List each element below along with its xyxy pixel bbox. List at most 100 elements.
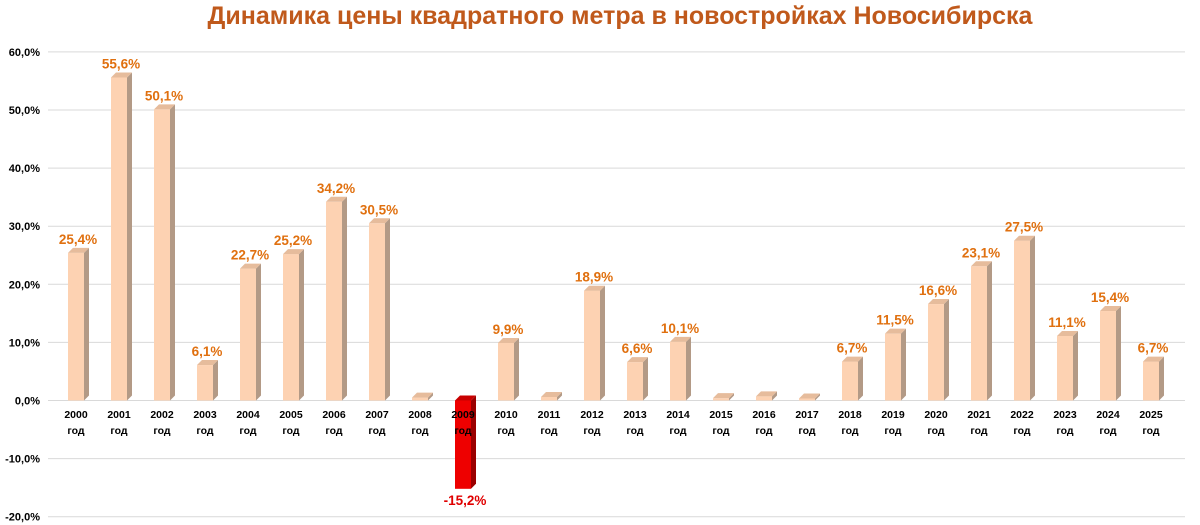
bar-front: [111, 77, 127, 401]
bar-top: [68, 247, 89, 253]
x-tick-year: 2000: [64, 409, 88, 421]
data-label: 30,5%: [360, 202, 398, 217]
bar-top: [1057, 331, 1078, 337]
bars: [68, 72, 1164, 489]
x-tick-suffix: год: [927, 425, 945, 437]
x-tick-suffix: год: [325, 425, 343, 437]
bar-side: [686, 336, 691, 401]
bar-top: [928, 299, 949, 305]
y-tick-label: -20,0%: [5, 512, 40, 524]
bar: [1014, 235, 1035, 401]
x-tick-suffix: год: [755, 425, 773, 437]
data-label: 16,6%: [919, 283, 957, 298]
data-label: 22,7%: [231, 248, 269, 263]
bar-side: [600, 285, 605, 401]
y-tick-label: 40,0%: [9, 163, 40, 175]
data-label: 6,7%: [837, 341, 868, 356]
bar: [111, 72, 132, 401]
bar-front: [670, 341, 686, 401]
bar-top: [455, 395, 476, 401]
y-tick-label: 60,0%: [9, 47, 40, 59]
bar-front: [154, 109, 170, 401]
bar-front: [1143, 361, 1159, 401]
data-label: 25,4%: [59, 232, 97, 247]
x-tick-suffix: год: [669, 425, 687, 437]
bar-top: [498, 337, 519, 343]
bar-front: [799, 398, 815, 401]
x-tick-year: 2019: [881, 409, 905, 421]
bar-side: [514, 337, 519, 401]
x-tick-year: 2015: [709, 409, 733, 421]
bar: [885, 328, 906, 401]
bar-top: [111, 72, 132, 78]
bar: [1143, 356, 1164, 401]
y-axis-ticks: -20,0% -10,0% 0,0% 10,0% 20,0% 30,0% 40,0% 50,0…: [5, 47, 40, 524]
bar: [1100, 306, 1121, 401]
bar-side: [471, 395, 476, 489]
data-label: 50,1%: [145, 88, 183, 103]
bar: [498, 337, 519, 401]
bar-front: [885, 333, 901, 401]
bar-front: [240, 268, 256, 401]
x-tick-suffix: год: [1013, 425, 1031, 437]
bar-front: [68, 252, 84, 401]
data-label: 11,5%: [876, 313, 914, 328]
x-tick-suffix: год: [583, 425, 601, 437]
bar-side: [385, 218, 390, 401]
x-tick-year: 2022: [1010, 409, 1034, 421]
x-tick-suffix: год: [540, 425, 558, 437]
y-tick-label: 20,0%: [9, 279, 40, 291]
x-tick-year: 2014: [666, 409, 690, 421]
bar-front: [1100, 311, 1116, 401]
data-label: 6,1%: [192, 344, 223, 359]
bar-front: [756, 396, 772, 401]
bar-top: [584, 285, 605, 291]
bar: [756, 391, 777, 401]
data-label: 18,9%: [575, 270, 613, 285]
bar-side: [342, 196, 347, 401]
x-tick-year: 2011: [538, 409, 561, 421]
x-tick-year: 2006: [322, 409, 346, 421]
bar-top: [971, 261, 992, 267]
bar-top: [412, 392, 433, 398]
x-tick-suffix: год: [368, 425, 386, 437]
bar-side: [815, 393, 820, 401]
bar: [799, 393, 820, 401]
bar-side: [901, 328, 906, 401]
bar-side: [84, 247, 89, 401]
bar-side: [213, 360, 218, 401]
bar-front: [1057, 336, 1073, 401]
data-label: 6,6%: [622, 341, 653, 356]
data-label: 9,9%: [493, 322, 524, 337]
data-label: 15,4%: [1091, 290, 1129, 305]
x-tick-suffix: год: [196, 425, 214, 437]
bar-front: [283, 254, 299, 401]
data-label: 25,2%: [274, 233, 312, 248]
bar-top: [842, 356, 863, 362]
bar-front: [498, 342, 514, 401]
bar-side: [170, 104, 175, 401]
bar: [842, 356, 863, 401]
bar-side: [944, 299, 949, 401]
bar-top: [885, 328, 906, 334]
gridlines: [48, 51, 1185, 518]
bar-top: [713, 393, 734, 399]
bar-side: [127, 72, 132, 401]
bar: [627, 357, 648, 401]
x-tick-year: 2017: [795, 409, 819, 421]
bar-top: [283, 249, 304, 255]
x-tick-year: 2012: [580, 409, 604, 421]
bar-side: [1116, 306, 1121, 401]
bar-top: [240, 263, 261, 269]
bar: [584, 285, 605, 401]
x-tick-year: 2020: [924, 409, 948, 421]
bar-front: [584, 290, 600, 401]
bar-top: [799, 393, 820, 399]
bar-side: [1030, 235, 1035, 401]
bar-top: [756, 391, 777, 397]
x-tick-suffix: год: [1099, 425, 1117, 437]
x-tick-year: 2010: [494, 409, 518, 421]
bar-side: [729, 393, 734, 401]
bar: [412, 392, 433, 401]
